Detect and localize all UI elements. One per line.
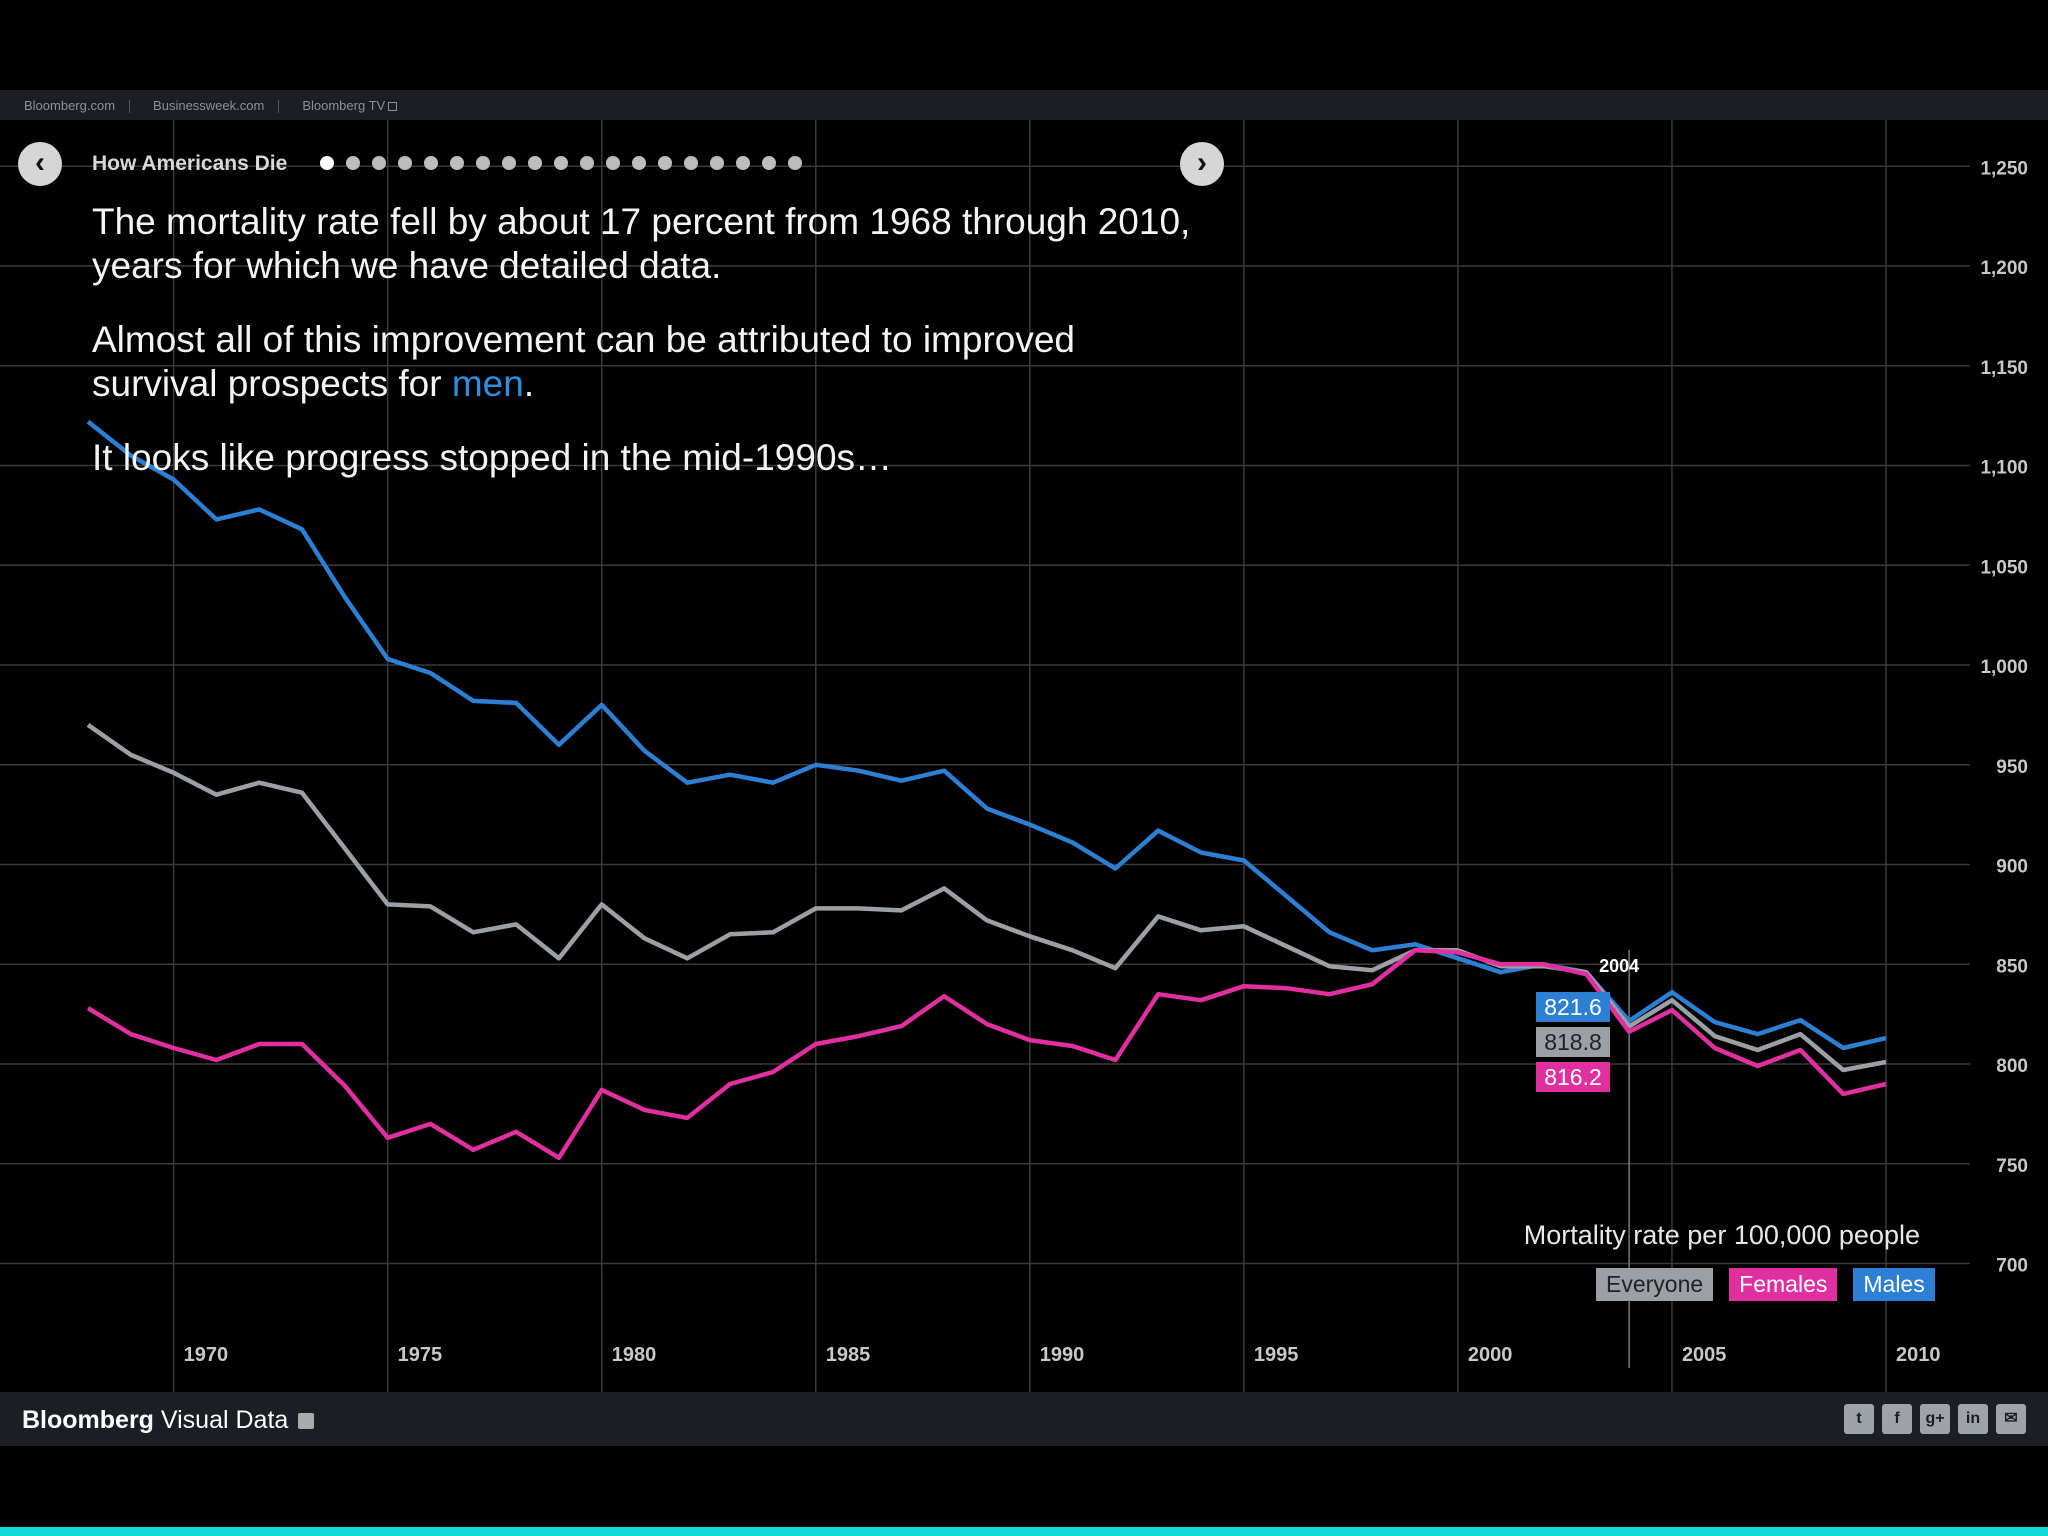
slide-dot-7[interactable] (476, 156, 490, 170)
x-tick-label-3: 1985 (826, 1344, 871, 1366)
email-icon[interactable]: ✉ (1996, 1404, 2026, 1434)
x-tick-label-5: 1995 (1254, 1344, 1299, 1366)
legend-males-button[interactable]: Males (1853, 1268, 1935, 1301)
narrative-p2-end: . (523, 363, 535, 404)
bloomberg-tv-link[interactable]: Bloomberg TV (278, 98, 411, 113)
story-title: How Americans Die (92, 152, 288, 175)
slide-navigation: ‹ How Americans Die › (18, 142, 1230, 192)
bloomberg-tv-label: Bloomberg TV (302, 97, 386, 113)
x-tick-label-4: 1990 (1040, 1344, 1085, 1366)
top-bar: Bloomberg.com Businessweek.com Bloomberg… (0, 90, 2048, 120)
external-link-icon (388, 101, 398, 111)
label-layer: 1,250 1,200 1,150 1,100 1,050 1,000 950 900 850 8… (184, 158, 2028, 1366)
slide-dot-9[interactable] (528, 156, 542, 170)
legend-everyone-button[interactable]: Everyone (1596, 1268, 1714, 1301)
footer-bar: Bloomberg Visual Data t f g+ in ✉ (0, 1392, 2048, 1446)
facebook-icon[interactable]: f (1882, 1404, 1912, 1434)
brand-icon (298, 1413, 315, 1430)
slide-dots (320, 156, 802, 170)
narrative-paragraph-2: Almost all of this improvement can be at… (92, 318, 1192, 406)
chevron-right-icon: › (1197, 146, 1207, 179)
grid-layer (0, 120, 1970, 1392)
x-tick-label-0: 1970 (184, 1344, 229, 1366)
slide-dot-4[interactable] (398, 156, 412, 170)
narrative-p2-text: Almost all of this improvement can be at… (92, 319, 1076, 404)
highlight-value-1: 818.8 (1544, 1029, 1602, 1055)
mortality-chart: 1,250 1,200 1,150 1,100 1,050 1,000 950 900 850 8… (0, 120, 2028, 1392)
businessweek-link[interactable]: Businessweek.com (129, 98, 278, 113)
slide-dot-17[interactable] (736, 156, 750, 170)
slide-dot-10[interactable] (554, 156, 568, 170)
twitter-icon[interactable]: t (1844, 1404, 1874, 1434)
series-line-females (86, 948, 1887, 1161)
brand-rest: Visual Data (153, 1406, 289, 1434)
slide-dot-12[interactable] (606, 156, 620, 170)
slide-dot-11[interactable] (580, 156, 594, 170)
series-layer (86, 419, 1887, 1161)
y-tick-label-9: 800 (1996, 1056, 2028, 1077)
y-tick-label-8: 850 (1996, 956, 2028, 977)
narrative-text: The mortality rate fell by about 17 perc… (92, 200, 1192, 510)
next-slide-button[interactable]: › (1180, 142, 1224, 186)
share-buttons: t f g+ in ✉ (1844, 1404, 2026, 1434)
google-plus-icon[interactable]: g+ (1920, 1404, 1950, 1434)
highlight-value-box-1 (1536, 1027, 1610, 1057)
linkedin-icon[interactable]: in (1958, 1404, 1988, 1434)
slide-dot-14[interactable] (658, 156, 672, 170)
x-tick-label-1: 1975 (398, 1344, 443, 1366)
men-highlight: men (451, 363, 524, 404)
chart-caption: Mortality rate per 100,000 people (1523, 1220, 1920, 1250)
slide-dot-1[interactable] (320, 156, 334, 170)
slide-dot-19[interactable] (788, 156, 802, 170)
slide-dot-13[interactable] (632, 156, 646, 170)
slide-dot-15[interactable] (684, 156, 698, 170)
slide-dot-5[interactable] (424, 156, 438, 170)
y-tick-label-7: 900 (1996, 857, 2028, 878)
highlight-value-0: 821.6 (1544, 994, 1602, 1020)
slide-dot-2[interactable] (346, 156, 360, 170)
bloomberg-link[interactable]: Bloomberg.com (24, 97, 116, 113)
highlight-value-2: 816.2 (1544, 1064, 1602, 1090)
y-tick-label-6: 950 (1996, 757, 2028, 778)
x-tick-label-6: 2000 (1468, 1344, 1513, 1366)
y-tick-label-10: 750 (1996, 1156, 2028, 1177)
y-tick-label-11: 700 (1996, 1256, 2028, 1277)
y-tick-label-2: 1,150 (1980, 358, 2028, 379)
y-tick-label-5: 1,000 (1980, 657, 2028, 678)
slide-dot-16[interactable] (710, 156, 724, 170)
slide-dot-8[interactable] (502, 156, 516, 170)
highlight-value-box-2 (1536, 1062, 1610, 1092)
chevron-left-icon: ‹ (35, 146, 45, 179)
prev-slide-button[interactable]: ‹ (18, 142, 62, 186)
x-tick-label-2: 1980 (612, 1344, 657, 1366)
accent-line (0, 1527, 2048, 1536)
chart-area: 1,250 1,200 1,150 1,100 1,050 1,000 950 900 850 8… (0, 120, 2048, 1392)
legend-females-button[interactable]: Females (1729, 1268, 1838, 1301)
highlight-value-box-0 (1536, 992, 1610, 1022)
brand-logo[interactable]: Bloomberg Visual Data (22, 1406, 315, 1435)
slide-dot-18[interactable] (762, 156, 776, 170)
y-tick-label-3: 1,100 (1980, 458, 2028, 479)
slide-dot-6[interactable] (450, 156, 464, 170)
brand-bold: Bloomberg (22, 1406, 154, 1434)
series-line-males (86, 419, 1887, 1051)
y-tick-label-0: 1,250 (1980, 158, 2028, 179)
narrative-paragraph-3: It looks like progress stopped in the mi… (92, 437, 893, 478)
slide-dot-3[interactable] (372, 156, 386, 170)
y-tick-label-1: 1,200 (1980, 258, 2028, 279)
x-tick-label-7: 2005 (1682, 1344, 1727, 1366)
x-tick-label-8: 2010 (1896, 1344, 1941, 1366)
y-tick-label-4: 1,050 (1980, 557, 2028, 578)
highlight-year-label: 2004 (1599, 956, 1639, 976)
narrative-paragraph-1: The mortality rate fell by about 17 perc… (92, 201, 1191, 286)
legend: Everyone Females Males (1596, 1268, 1935, 1301)
